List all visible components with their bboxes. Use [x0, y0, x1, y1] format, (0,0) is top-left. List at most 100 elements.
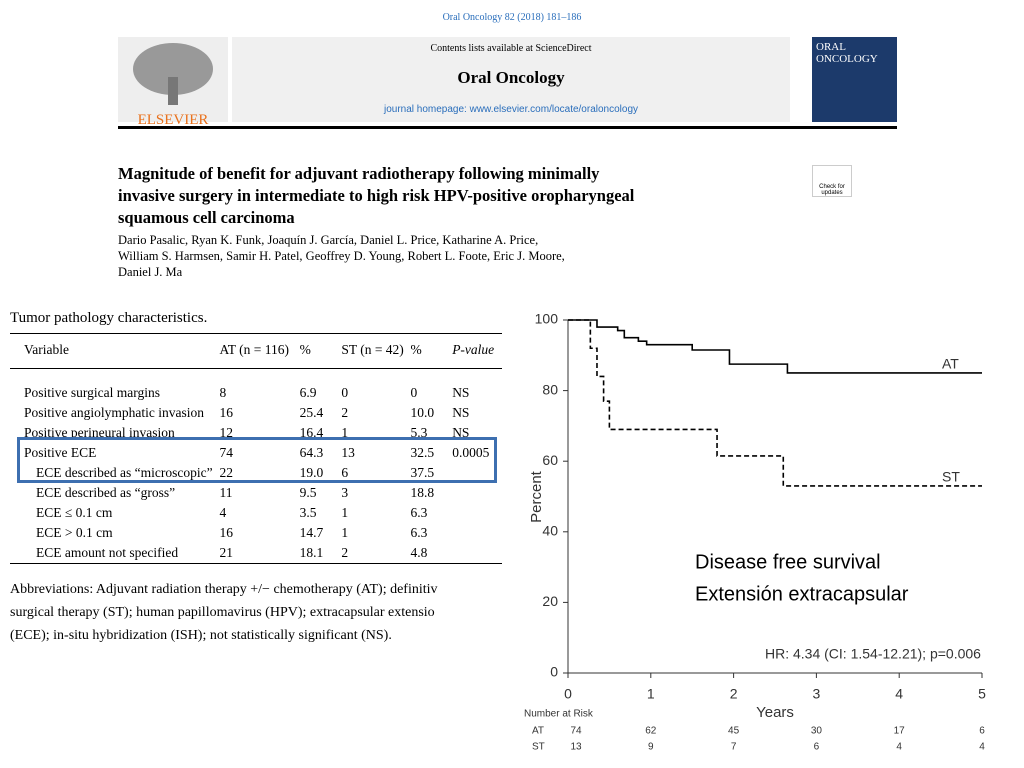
risk-count: 62 — [645, 726, 657, 737]
table-cell: 25.4 — [299, 405, 324, 420]
table-row: ECE > 0.1 cm 16 14.7 1 6.3 — [10, 523, 502, 543]
table-cell: 3 — [341, 485, 349, 500]
annotation: HR: 4.34 (CI: 1.54-12.21); p=0.006 — [765, 646, 981, 662]
table-cell: 0 — [410, 385, 418, 400]
header-cell: % — [299, 342, 311, 357]
table-cell: 6.9 — [299, 385, 317, 400]
table-cell: 5.3 — [410, 425, 428, 440]
header-cell: % — [410, 342, 422, 357]
table-cell — [452, 523, 502, 543]
risk-count: 17 — [894, 726, 906, 737]
rule — [118, 126, 897, 129]
risk-title: Number at Risk — [524, 709, 594, 720]
table-cell: 4.8 — [410, 545, 428, 560]
table-cell: NS — [452, 425, 470, 440]
table-row: ECE described as “gross” 11 9.5 3 18.8 — [10, 483, 502, 503]
y-tick-label: 100 — [535, 311, 559, 327]
x-tick-label: 1 — [647, 686, 655, 702]
table-cell: 0.0005 — [452, 445, 490, 460]
x-axis-label: Years — [756, 704, 794, 721]
table-row: ECE amount not specified 21 18.1 2 4.8 — [10, 543, 502, 564]
table-cell: 18.8 — [410, 485, 435, 500]
risk-count: 4 — [979, 742, 985, 753]
table-row: ECE ≤ 0.1 cm 4 3.5 1 6.3 — [10, 503, 502, 523]
risk-row-name: ST — [532, 742, 545, 753]
x-tick-label: 5 — [978, 686, 986, 702]
table-cell: 6 — [341, 465, 349, 480]
cover: ORAL ONCOLOGY — [812, 37, 897, 122]
risk-count: 6 — [979, 726, 985, 737]
title-line: Magnitude of benefit for adjuvant radiot… — [118, 164, 600, 183]
table-cell: 14.7 — [299, 525, 324, 540]
table-cell: 1 — [341, 505, 349, 520]
table-cell: 1 — [341, 425, 349, 440]
footnote: Abbreviations: Adjuvant radiation therap… — [10, 578, 502, 647]
table-cell: 32.5 — [410, 445, 435, 460]
table-cell: 1 — [341, 525, 349, 540]
survival-curve — [568, 319, 982, 487]
header-cell: ST (n = 42) — [341, 342, 404, 357]
table-cell: ECE > 0.1 cm — [36, 525, 113, 540]
table-cell — [452, 543, 502, 564]
table-cell: 22 — [219, 465, 234, 480]
table-cell: Positive ECE — [24, 445, 97, 460]
table-cell: 6.3 — [410, 505, 428, 520]
table-cell: 37.5 — [410, 465, 435, 480]
header-cell: Variable — [24, 342, 69, 357]
article-title: Magnitude of benefit for adjuvant radiot… — [118, 163, 634, 229]
table-row: Positive perineural invasion 12 16.4 1 5.3 NS — [10, 423, 502, 443]
table-cell — [452, 503, 502, 523]
table-cell: 64.3 — [299, 445, 324, 460]
table-cell: 6.3 — [410, 525, 428, 540]
header-cell: AT (n = 116) — [219, 342, 289, 357]
table-cell: 13 — [341, 445, 355, 460]
author-line: Dario Pasalic, Ryan K. Funk, Joaquín J. … — [118, 233, 539, 247]
journal-box: Contents lists available at ScienceDirec… — [232, 37, 790, 122]
risk-count: 4 — [896, 742, 902, 753]
x-tick-label: 4 — [895, 686, 903, 702]
paper-header: Oral Oncology 82 (2018) 181–186 ELSEVIER… — [0, 0, 1024, 290]
journal: Oral Oncology — [457, 68, 565, 87]
table-title: Tumor pathology characteristics. — [10, 310, 208, 326]
risk-count: 9 — [648, 742, 654, 753]
footnote-line: (ECE); in-situ hybridization (ISH); not … — [10, 628, 392, 643]
footnote-line: surgical therapy (ST); human papillomavi… — [10, 605, 435, 620]
table-cell: 16.4 — [299, 425, 324, 440]
series-label: ST — [942, 469, 960, 485]
annotation: Extensión extracapsular — [695, 583, 909, 605]
elsevier-logo: ELSEVIER — [118, 37, 228, 128]
table-cell: 2 — [341, 405, 349, 420]
y-tick-label: 40 — [542, 523, 558, 539]
table-cell: 4 — [219, 505, 227, 520]
table-cell: ECE described as “gross” — [36, 485, 176, 500]
series-label: AT — [942, 356, 959, 372]
table: Variable AT (n = 116)% ST (n = 42)% P-value… — [10, 333, 502, 564]
table-cell: 18.1 — [299, 545, 324, 560]
title-line: squamous cell carcinoma — [118, 208, 295, 227]
author-line: Daniel J. Ma — [118, 265, 183, 279]
table-cell: Positive angiolymphatic invasion — [24, 405, 204, 420]
y-tick-label: 80 — [542, 381, 558, 397]
risk-count: 6 — [814, 742, 820, 753]
table-cell: 11 — [219, 485, 233, 500]
table-panel: Tumor pathology characteristics. Variabl… — [10, 310, 502, 740]
survival-curve — [568, 319, 982, 374]
risk-count: 45 — [728, 726, 740, 737]
table-row: Positive surgical margins 8 6.9 0 0 NS — [10, 369, 502, 404]
annotation: Disease free survival — [695, 551, 881, 573]
homepage: journal homepage: www.elsevier.com/locat… — [383, 104, 639, 115]
risk-count: 7 — [731, 742, 737, 753]
x-tick-label: 3 — [813, 686, 821, 702]
y-tick-label: 0 — [550, 664, 558, 680]
author-line: William S. Harmsen, Samir H. Patel, Geof… — [118, 249, 565, 263]
table-row: Positive ECE 74 64.3 13 32.5 0.0005 — [10, 443, 502, 463]
table-cell: 8 — [219, 385, 227, 400]
y-tick-label: 60 — [542, 452, 558, 468]
table-cell: 12 — [219, 425, 234, 440]
table-cell: ECE ≤ 0.1 cm — [36, 505, 113, 520]
header-row: Variable AT (n = 116)% ST (n = 42)% P-value — [10, 333, 502, 369]
y-tick-label: 20 — [542, 593, 558, 609]
x-tick-label: 0 — [564, 686, 572, 702]
